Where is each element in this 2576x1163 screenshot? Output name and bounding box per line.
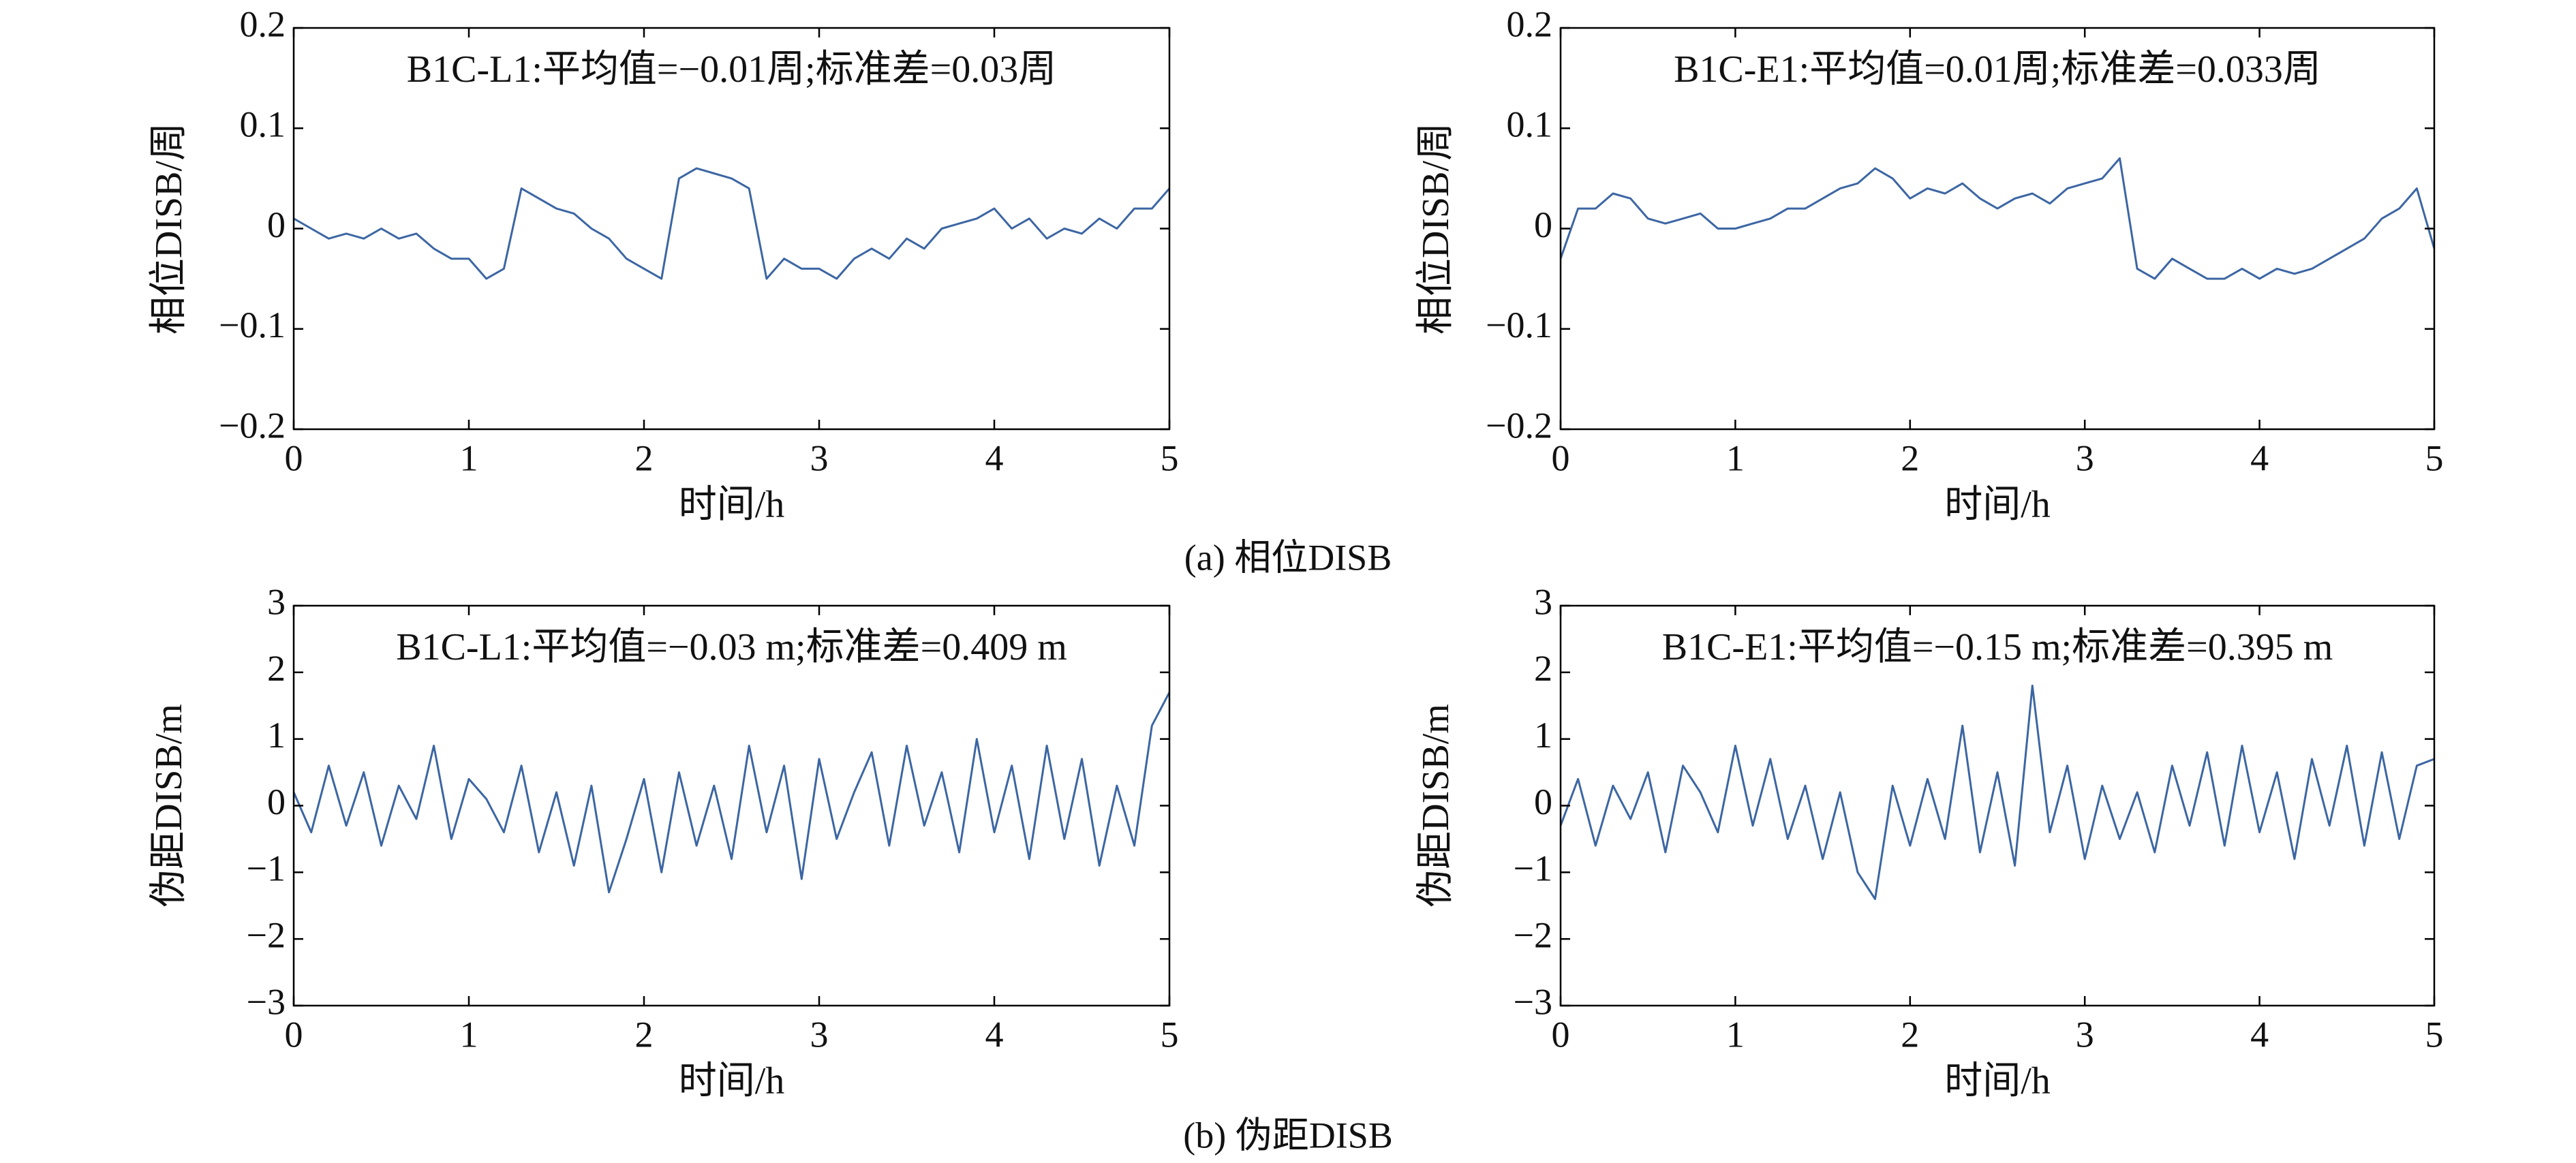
subplot: 0 1 2 3 4 5 −0.2 −0.1 0 0.1 0.2 B1C-E1:平均值=0.01周;标准… xyxy=(1415,3,2444,525)
y-axis-title: 伪距DISB/m xyxy=(148,704,190,908)
x-tick-label: 4 xyxy=(2250,1014,2269,1055)
x-tick-label: 5 xyxy=(1161,437,1179,478)
x-tick-label: 4 xyxy=(2250,437,2269,478)
x-tick-label: 0 xyxy=(1552,437,1570,478)
plot-area xyxy=(1561,684,2434,900)
x-tick-label: 2 xyxy=(1901,1014,1919,1055)
y-tick-label: 0 xyxy=(267,204,286,245)
annotation: B1C-E1:平均值=0.01周;标准差=0.033周 xyxy=(1674,48,2321,91)
y-tick-label: 3 xyxy=(1534,581,1552,622)
y-tick-label: 1 xyxy=(1534,715,1552,756)
annotation: B1C-E1:平均值=−0.15 m;标准差=0.395 m xyxy=(1662,626,2333,668)
x-tick-label: 0 xyxy=(1552,1014,1570,1055)
y-tick-label: 0 xyxy=(1534,204,1552,245)
y-tick-label: 2 xyxy=(1534,648,1552,689)
x-tick-label: 3 xyxy=(2076,437,2094,478)
caption: (a) 相位DISB xyxy=(1184,537,1392,578)
y-tick-label: −0.2 xyxy=(1486,405,1552,446)
x-tick-label: 0 xyxy=(285,437,303,478)
data-line xyxy=(1561,684,2434,900)
x-tick-label: 2 xyxy=(1901,437,1919,478)
data-line xyxy=(1561,157,2434,280)
y-tick-label: −0.1 xyxy=(1486,305,1552,345)
annotation: B1C-L1:平均值=−0.03 m;标准差=0.409 m xyxy=(396,626,1067,668)
y-tick-label: −1 xyxy=(1514,848,1552,889)
y-tick-label: 2 xyxy=(267,648,286,689)
y-tick-label: 0.2 xyxy=(1507,3,1553,44)
y-tick-label: −0.1 xyxy=(219,305,286,345)
x-tick-label: 1 xyxy=(1726,437,1745,478)
plot-area xyxy=(1561,157,2434,280)
y-tick-label: −3 xyxy=(247,981,286,1022)
x-tick-label: 2 xyxy=(635,1014,654,1055)
x-tick-label: 3 xyxy=(810,437,829,478)
y-tick-label: 0.1 xyxy=(1507,104,1553,145)
x-tick-label: 1 xyxy=(460,1014,478,1055)
x-tick-label: 5 xyxy=(2425,437,2444,478)
subplot: 0 1 2 3 4 5 −3 −2 −1 0 1 2 3 B1C-E1:平均值=−0.15 m;标准差=0… xyxy=(1415,581,2444,1102)
y-tick-label: −2 xyxy=(1514,915,1552,956)
y-axis-title: 相位DISB/周 xyxy=(1415,123,1457,335)
x-axis-title: 时间/h xyxy=(1944,484,2051,526)
subplot: 0 1 2 3 4 5 −3 −2 −1 0 1 2 3 B1C-L1:平均值=−0.03 m;标准差=0… xyxy=(148,581,1179,1102)
y-tick-label: 0.2 xyxy=(240,3,286,44)
y-tick-label: −0.2 xyxy=(219,405,286,446)
x-tick-label: 0 xyxy=(285,1014,303,1055)
x-tick-label: 5 xyxy=(2425,1014,2444,1055)
y-tick-label: −3 xyxy=(1514,981,1552,1022)
plot-area xyxy=(294,167,1169,280)
x-tick-label: 3 xyxy=(810,1014,829,1055)
x-tick-label: 4 xyxy=(985,437,1004,478)
annotation: B1C-L1:平均值=−0.01周;标准差=0.03周 xyxy=(407,48,1056,91)
subplot: 0 1 2 3 4 5 −0.2 −0.1 0 0.1 0.2 B1C-L1:平均值=−0.01周;标… xyxy=(148,3,1179,525)
x-tick-label: 4 xyxy=(985,1014,1004,1055)
plot-area xyxy=(294,692,1169,894)
x-axis-title: 时间/h xyxy=(679,484,785,526)
y-axis-title: 伪距DISB/m xyxy=(1415,704,1457,908)
y-tick-label: 1 xyxy=(267,715,286,756)
y-tick-label: 3 xyxy=(267,581,286,622)
y-axis-title: 相位DISB/周 xyxy=(148,123,190,335)
x-tick-label: 5 xyxy=(1161,1014,1179,1055)
y-tick-label: 0 xyxy=(267,781,286,822)
caption: (b) 伪距DISB xyxy=(1183,1115,1393,1156)
x-axis-title: 时间/h xyxy=(1944,1060,2051,1102)
x-tick-label: 2 xyxy=(635,437,654,478)
y-tick-label: 0.1 xyxy=(240,104,286,145)
x-axis-title: 时间/h xyxy=(679,1060,785,1102)
y-tick-label: 0 xyxy=(1534,781,1552,822)
y-tick-label: −1 xyxy=(247,848,286,889)
data-line xyxy=(294,692,1169,894)
x-tick-label: 1 xyxy=(460,437,478,478)
y-tick-label: −2 xyxy=(247,915,286,956)
x-tick-label: 3 xyxy=(2076,1014,2094,1055)
data-line xyxy=(294,167,1169,280)
x-tick-label: 1 xyxy=(1726,1014,1745,1055)
